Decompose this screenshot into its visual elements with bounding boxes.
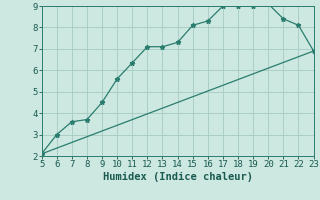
- X-axis label: Humidex (Indice chaleur): Humidex (Indice chaleur): [103, 172, 252, 182]
